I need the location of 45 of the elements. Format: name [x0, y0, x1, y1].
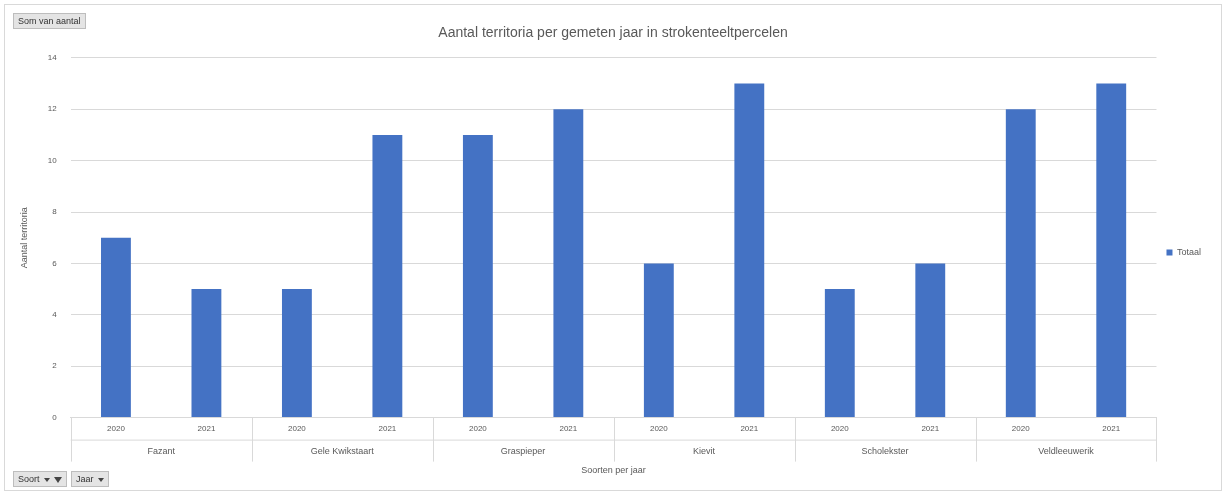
x-tick-label: 2020	[468, 423, 488, 433]
x-tick-label: 2020	[649, 423, 669, 433]
bar	[101, 237, 131, 418]
bar	[915, 263, 946, 418]
text: Jaar	[76, 474, 94, 484]
y-tick-label: 8	[52, 207, 58, 217]
x-axis-title: Soorten per jaar	[581, 465, 646, 476]
text: Kievit	[693, 446, 716, 457]
x-tick-label: 2021	[921, 423, 940, 433]
y-tick-label: 4	[52, 310, 58, 319]
bar	[824, 289, 855, 418]
bar	[462, 134, 493, 418]
bar	[734, 83, 765, 418]
text: Gele Kwikstaart	[310, 446, 375, 457]
text: Soort	[18, 474, 40, 484]
x-tick-label: 2020	[288, 423, 307, 433]
y-tick-label: 2	[52, 361, 58, 371]
legend-label: Totaal	[1176, 246, 1202, 257]
y-tick-label: 12	[47, 104, 58, 114]
x-tick-label: 2021	[740, 423, 759, 433]
x-tick-label: 2021	[559, 423, 578, 433]
bar	[191, 289, 222, 418]
text: Graspieper	[500, 446, 546, 457]
bar	[372, 134, 403, 418]
text: Fazant	[147, 446, 176, 457]
bar	[553, 109, 584, 418]
bar	[643, 263, 674, 418]
x-tick-label: 2021	[197, 423, 216, 433]
bar	[1005, 109, 1036, 418]
text: Scholekster	[861, 446, 909, 457]
x-tick-label: 2020	[1011, 423, 1031, 433]
y-tick-label: 10	[47, 155, 58, 165]
y-axis-title: Aantal territoria	[18, 207, 29, 269]
text: Som van aantal	[13, 13, 86, 29]
y-tick-label: 14	[47, 53, 58, 62]
x-tick-label: 2021	[1102, 423, 1121, 433]
x-tick-label: 2020	[107, 423, 126, 433]
chart-title: Aantal territoria per gemeten jaar in strokenteeltpercelen	[438, 24, 788, 41]
bar	[1096, 83, 1127, 418]
text: Veldleeuwerik	[1038, 446, 1095, 457]
x-tick-label: 2021	[378, 423, 397, 433]
y-tick-label: 0	[52, 412, 58, 422]
bar	[281, 289, 312, 418]
x-tick-label: 2020	[830, 423, 850, 433]
y-tick-label: 6	[52, 258, 58, 268]
